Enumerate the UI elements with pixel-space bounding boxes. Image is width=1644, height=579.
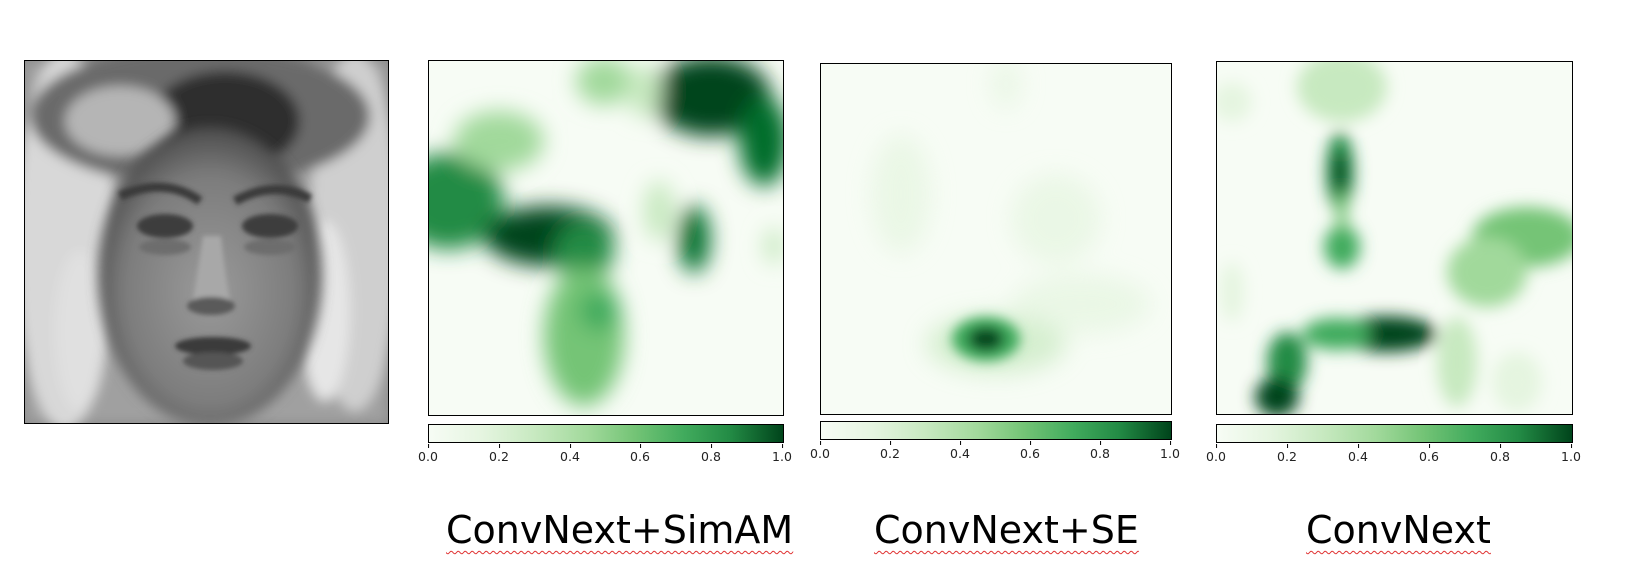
- tick-label: 0.6: [630, 444, 650, 464]
- tick-label: 1.0: [1561, 444, 1581, 464]
- tick-label: 1.0: [1160, 441, 1180, 461]
- tick-label: 0.4: [560, 444, 580, 464]
- tick-label: 0.6: [1419, 444, 1439, 464]
- heatmap-convnext: [1216, 61, 1573, 415]
- tick-label: 0.2: [489, 444, 509, 464]
- heatmap-convnext-simam: [428, 60, 784, 416]
- tick-label: 0.2: [880, 441, 900, 461]
- tick-label: 0.8: [701, 444, 721, 464]
- tick-label: 0.2: [1277, 444, 1297, 464]
- tick-label: 0.4: [1348, 444, 1368, 464]
- face-image-drawing: [25, 61, 388, 423]
- caption-convnext: ConvNext: [1306, 508, 1491, 552]
- heatmap-convnext-se: [820, 63, 1172, 415]
- colorbar-simam: [428, 424, 784, 443]
- tick-label: 0.0: [810, 441, 830, 461]
- caption-convnext-se: ConvNext+SE: [874, 508, 1139, 552]
- tick-label: 0.0: [418, 444, 438, 464]
- tick-label: 0.8: [1090, 441, 1110, 461]
- colorbar-se: [820, 421, 1172, 440]
- input-face-image: [24, 60, 389, 424]
- heatmap-se-drawing: [821, 64, 1171, 414]
- heatmap-convnext-drawing: [1217, 62, 1572, 414]
- heatmap-simam-drawing: [429, 61, 783, 415]
- tick-label: 1.0: [772, 444, 792, 464]
- tick-label: 0.8: [1490, 444, 1510, 464]
- colorbar-convnext: [1216, 424, 1573, 443]
- tick-label: 0.0: [1206, 444, 1226, 464]
- tick-label: 0.4: [950, 441, 970, 461]
- caption-convnext-simam: ConvNext+SimAM: [446, 508, 794, 552]
- tick-label: 0.6: [1020, 441, 1040, 461]
